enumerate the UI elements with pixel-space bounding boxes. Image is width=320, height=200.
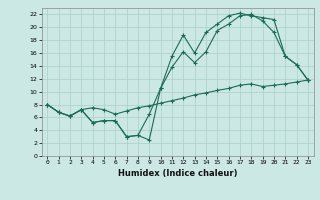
X-axis label: Humidex (Indice chaleur): Humidex (Indice chaleur): [118, 169, 237, 178]
